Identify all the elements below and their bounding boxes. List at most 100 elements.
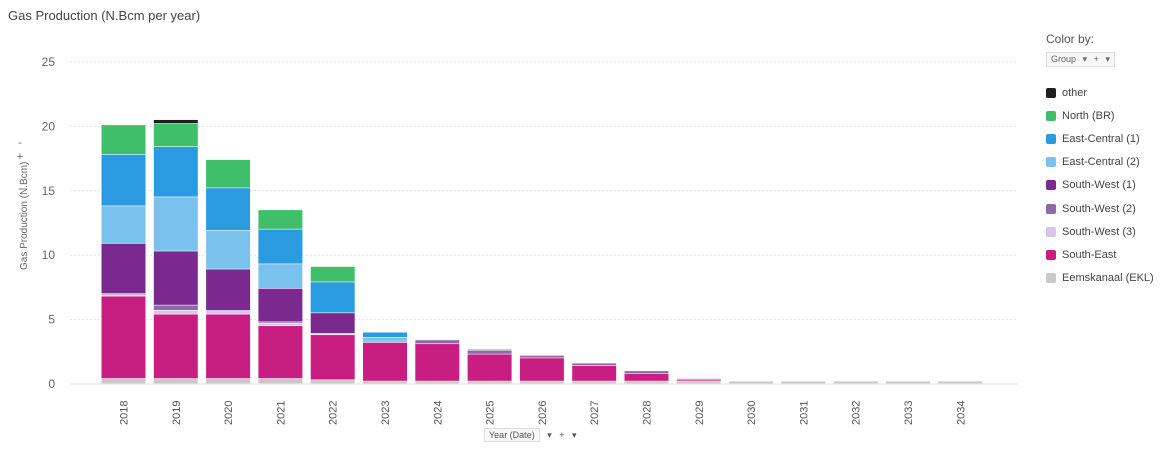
bar-segment[interactable] xyxy=(101,295,146,296)
bar-segment[interactable] xyxy=(363,332,407,338)
bar-segment[interactable] xyxy=(624,381,669,384)
chevron-down-icon[interactable]: ▾ xyxy=(1082,54,1088,64)
bar-segment[interactable] xyxy=(676,381,721,384)
bar-segment[interactable] xyxy=(519,355,564,358)
legend-item[interactable]: North (BR) xyxy=(1046,104,1154,127)
legend-item[interactable]: Eemskanaal (EKL) xyxy=(1046,267,1154,290)
y-axis-control-minus-top[interactable]: - xyxy=(18,137,22,149)
bar-segment[interactable] xyxy=(415,340,460,344)
bar-segment[interactable] xyxy=(206,269,251,310)
plus-icon[interactable]: + xyxy=(1093,54,1099,64)
bar-segment[interactable] xyxy=(310,333,355,335)
menu-chevron-icon[interactable]: ▾ xyxy=(572,430,577,440)
x-tick-label: 2019 xyxy=(171,401,183,425)
bar-segment[interactable] xyxy=(781,381,826,384)
bar-segment[interactable] xyxy=(206,159,251,188)
bar-segment[interactable] xyxy=(467,350,512,354)
y-axis-control-minus[interactable]: - xyxy=(18,183,22,195)
bar-segment[interactable] xyxy=(101,125,146,155)
plus-icon[interactable]: + xyxy=(559,430,565,440)
bar-segment[interactable] xyxy=(467,354,512,381)
x-tick-label: 2030 xyxy=(746,401,758,425)
bar-segment[interactable] xyxy=(258,326,303,379)
bar-segment[interactable] xyxy=(363,341,407,343)
bar-segment[interactable] xyxy=(310,335,355,380)
bar-segment[interactable] xyxy=(101,206,146,244)
legend-item[interactable]: East-Central (1) xyxy=(1046,127,1154,150)
chevron-down-icon[interactable]: ▾ xyxy=(547,430,552,440)
bar-segment[interactable] xyxy=(206,314,251,379)
legend-item[interactable]: East-Central (2) xyxy=(1046,151,1154,174)
bar-segment[interactable] xyxy=(206,230,251,269)
bar-segment[interactable] xyxy=(363,381,407,384)
x-tick-label: 2032 xyxy=(851,401,863,425)
bar-segment[interactable] xyxy=(886,381,930,384)
y-tick-label: 0 xyxy=(48,377,55,391)
bar-segment[interactable] xyxy=(729,381,774,384)
bar-segment[interactable] xyxy=(153,251,198,305)
bar-segment[interactable] xyxy=(938,381,983,384)
color-by-selector[interactable]: Group ▾ + ▾ xyxy=(1046,52,1154,67)
bar-segment[interactable] xyxy=(624,373,669,381)
bar-segment[interactable] xyxy=(206,378,251,384)
bar-segment[interactable] xyxy=(258,378,303,384)
legend-label: East-Central (2) xyxy=(1062,156,1140,169)
bar-segment[interactable] xyxy=(572,363,617,366)
bar-segment[interactable] xyxy=(310,266,355,282)
bar-segment[interactable] xyxy=(101,243,146,294)
bar-segment[interactable] xyxy=(258,288,303,322)
bar-segment[interactable] xyxy=(153,119,198,124)
bar-segment[interactable] xyxy=(676,378,721,380)
legend-item[interactable]: South-West (1) xyxy=(1046,174,1154,197)
legend-item[interactable]: South-West (3) xyxy=(1046,220,1154,243)
bar-segment[interactable] xyxy=(467,349,512,350)
bar-segment[interactable] xyxy=(624,371,669,374)
x-axis-selector[interactable]: Year (Date) ▾ + ▾ xyxy=(484,428,577,442)
bar-segment[interactable] xyxy=(153,197,198,251)
bar-segment[interactable] xyxy=(310,282,355,313)
menu-chevron-icon[interactable]: ▾ xyxy=(1105,54,1110,64)
bar-segment[interactable] xyxy=(153,378,198,384)
bar-segment[interactable] xyxy=(467,381,512,384)
bar-segment[interactable] xyxy=(258,229,303,264)
legend-item[interactable]: South-West (2) xyxy=(1046,197,1154,220)
bar-segment[interactable] xyxy=(363,342,407,381)
legend-item[interactable]: other xyxy=(1046,81,1154,104)
bar-segment[interactable] xyxy=(101,378,146,384)
bar-segment[interactable] xyxy=(153,314,198,379)
bar-segment[interactable] xyxy=(101,296,146,379)
bar-segment[interactable] xyxy=(258,210,303,229)
bar-segment[interactable] xyxy=(153,310,198,314)
bar-segment[interactable] xyxy=(519,358,564,381)
bar-segment[interactable] xyxy=(258,322,303,323)
bar-segment[interactable] xyxy=(101,154,146,206)
legend: Color by: Group ▾ + ▾ other North (BR) Eas… xyxy=(1046,32,1154,290)
y-tick-label: 25 xyxy=(42,55,56,69)
legend-items: other North (BR) East-Central (1) East-Cent… xyxy=(1046,81,1154,290)
bar-segment[interactable] xyxy=(153,305,198,310)
bar-segment[interactable] xyxy=(206,310,251,312)
y-axis-control-plus[interactable]: + xyxy=(16,151,24,163)
bar-segment[interactable] xyxy=(258,323,303,326)
bar-segment[interactable] xyxy=(415,344,460,381)
bar-segment[interactable] xyxy=(676,380,721,381)
bar-segment[interactable] xyxy=(572,365,617,381)
bar-segment[interactable] xyxy=(519,381,564,384)
bar-segment[interactable] xyxy=(572,381,617,384)
bar-segment[interactable] xyxy=(258,264,303,289)
y-tick-label: 5 xyxy=(48,313,55,327)
bar-segment[interactable] xyxy=(101,293,146,295)
bar-segment[interactable] xyxy=(153,147,198,197)
bar-segment[interactable] xyxy=(310,313,355,334)
bar-segment[interactable] xyxy=(153,123,198,147)
bar-segment[interactable] xyxy=(310,380,355,384)
bar-segment[interactable] xyxy=(206,188,251,231)
bar-segment[interactable] xyxy=(363,337,407,341)
legend-swatch xyxy=(1046,180,1056,191)
bar-segment[interactable] xyxy=(833,381,878,384)
color-by-selector-label[interactable]: Group xyxy=(1051,54,1077,64)
x-axis-selector-label[interactable]: Year (Date) xyxy=(484,428,540,442)
bar-segment[interactable] xyxy=(206,311,251,314)
bar-segment[interactable] xyxy=(415,381,460,384)
legend-item[interactable]: South-East xyxy=(1046,243,1154,266)
